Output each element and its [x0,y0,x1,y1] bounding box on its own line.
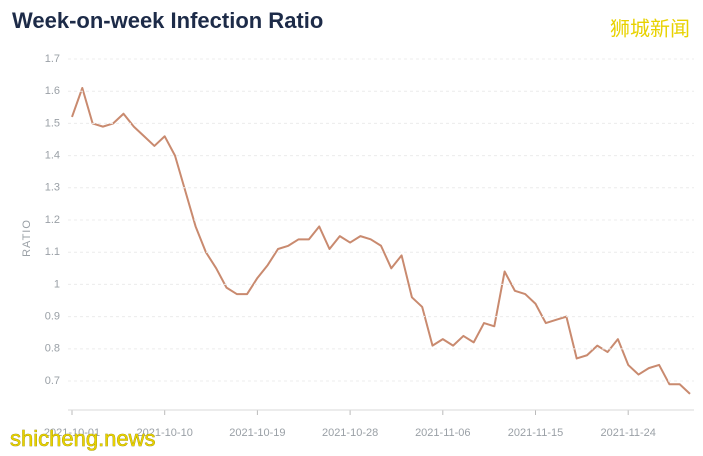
y-tick-label: 1.7 [45,53,60,65]
x-tick-label: 2021-10-19 [229,427,285,439]
x-tick-label: 2021-10-01 [44,427,100,439]
y-tick-label: 1.2 [45,214,60,226]
y-tick-label: 0.7 [45,375,60,387]
y-tick-label: 1.4 [45,150,60,162]
x-tick-label: 2021-10-28 [322,427,378,439]
y-tick-label: 0.9 [45,311,60,323]
y-tick-label: 0.8 [45,343,60,355]
x-tick-label: 2021-10-10 [137,427,193,439]
y-tick-label: 1.6 [45,85,60,97]
y-axis-label: RATIO [21,219,33,257]
chart-title: Week-on-week Infection Ratio [12,8,323,33]
y-tick-label: 1 [54,278,60,290]
x-tick-label: 2021-11-15 [508,427,563,439]
x-tick-label: 2021-11-06 [415,427,470,439]
line-series [71,86,691,395]
y-tick-label: 1.1 [45,246,60,258]
watermark: 狮城新闻 [610,17,690,40]
x-tick-label: 2021-11-24 [600,427,655,439]
y-tick-label: 1.3 [45,182,60,194]
y-tick-label: 1.5 [45,117,60,129]
watermark: shicheng.news [10,426,156,451]
